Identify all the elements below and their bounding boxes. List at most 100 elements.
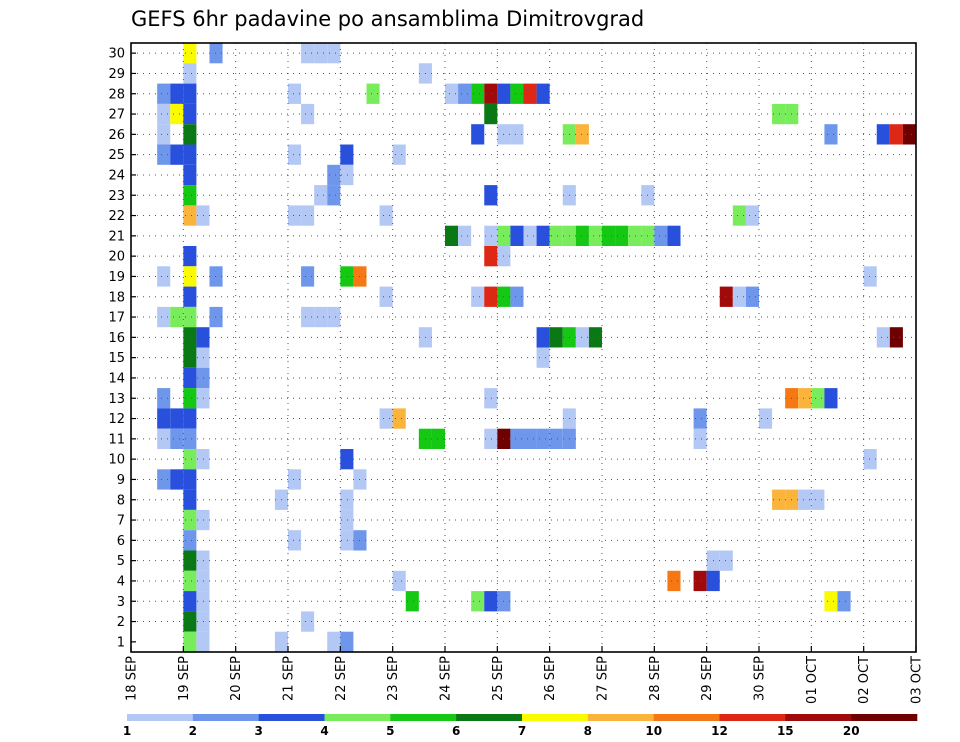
heatmap-cell <box>196 327 210 348</box>
heatmap-cell <box>157 144 171 165</box>
heatmap-cell <box>693 408 707 429</box>
heatmap-cell <box>484 83 498 104</box>
y-tick-label: 6 <box>117 534 125 549</box>
heatmap-cell <box>471 286 485 307</box>
heatmap-cell <box>196 205 210 226</box>
heatmap-cell <box>484 225 498 246</box>
plot-frame <box>130 42 917 653</box>
heatmap-cell <box>340 509 354 531</box>
heatmap-cell <box>209 43 223 64</box>
heatmap-cell <box>575 225 589 246</box>
heatmap-cell <box>536 428 550 449</box>
y-tick-label: 26 <box>108 128 125 143</box>
x-tick-label: 20 SEP <box>229 656 244 701</box>
heatmap-cell <box>392 408 406 429</box>
y-tick-label: 13 <box>108 392 125 407</box>
heatmap-cell <box>327 631 341 652</box>
heatmap-cell <box>732 286 746 307</box>
x-axis: 18 SEP 19 SEP 20 SEP 21 SEP 22 SEP 23 SEP 24 S… <box>125 646 925 704</box>
y-tick-label: 14 <box>108 371 125 386</box>
heatmap-cell <box>183 327 197 348</box>
heatmap-cell <box>183 550 197 571</box>
heatmap-cell <box>575 327 589 348</box>
heatmap-cell <box>379 286 393 307</box>
heatmap-cell <box>196 388 210 409</box>
heatmap-cell <box>719 286 733 307</box>
heatmap-cell <box>183 591 197 612</box>
heatmap-cell <box>824 388 838 409</box>
y-tick-label: 8 <box>117 493 125 508</box>
heatmap-cell <box>667 570 681 592</box>
heatmap-cell <box>183 83 197 104</box>
heatmap-cell <box>732 205 746 226</box>
heatmap-cell <box>837 591 851 612</box>
heatmap-cell <box>719 550 733 571</box>
heatmap-cell <box>340 489 354 510</box>
heatmap-cell <box>824 591 838 612</box>
heatmap-cell <box>392 144 406 165</box>
heatmap-cell <box>288 83 302 104</box>
heatmap-cell <box>209 266 223 287</box>
colorbar-swatch <box>127 714 194 721</box>
heatmap-cell <box>536 225 550 246</box>
heatmap-cell <box>405 591 419 612</box>
heatmap-cell <box>798 388 812 409</box>
y-tick-label: 12 <box>108 412 125 427</box>
x-tick-label: 21 SEP <box>282 656 297 701</box>
x-tick-label: 25 SEP <box>491 656 506 701</box>
heatmap-cell <box>510 286 524 307</box>
heatmap-cell <box>484 103 498 125</box>
heatmap-cells <box>157 43 916 652</box>
heatmap-cell <box>471 83 485 104</box>
heatmap-cell <box>549 428 563 449</box>
heatmap-cell <box>340 530 354 551</box>
heatmap-cell <box>196 367 210 389</box>
heatmap-cell <box>301 43 315 64</box>
y-tick-label: 9 <box>117 473 125 488</box>
y-tick-label: 30 <box>108 47 125 62</box>
heatmap-cell <box>536 83 550 104</box>
heatmap-cell <box>183 103 197 125</box>
heatmap-cell <box>288 205 302 226</box>
heatmap-cell <box>170 428 184 449</box>
heatmap-cell <box>157 83 171 104</box>
y-tick-label: 18 <box>108 290 125 305</box>
x-tick-label: 18 SEP <box>125 656 140 701</box>
heatmap-cell <box>536 327 550 348</box>
x-tick-label: 26 SEP <box>543 656 558 701</box>
heatmap-cell <box>876 327 890 348</box>
heatmap-cell <box>183 347 197 368</box>
heatmap-cell <box>340 631 354 652</box>
heatmap-cell <box>301 205 315 226</box>
heatmap-cell <box>157 266 171 287</box>
heatmap-cell <box>183 205 197 226</box>
heatmap-cell <box>575 124 589 145</box>
heatmap-cell <box>327 185 341 206</box>
heatmap-cell <box>510 225 524 246</box>
x-tick-label: 24 SEP <box>439 656 454 701</box>
heatmap-cell <box>183 428 197 449</box>
heatmap-cell <box>615 225 629 246</box>
heatmap-cell <box>288 530 302 551</box>
heatmap-cell <box>340 449 354 470</box>
y-tick-label: 16 <box>108 331 125 346</box>
heatmap-cell <box>183 408 197 429</box>
heatmap-cell <box>157 428 171 449</box>
heatmap-cell <box>824 124 838 145</box>
heatmap-cell <box>183 286 197 307</box>
colorbar-label: 10 <box>645 724 662 738</box>
heatmap-cell <box>196 550 210 571</box>
y-tick-label: 29 <box>108 67 125 82</box>
heatmap-cell <box>314 185 328 206</box>
heatmap-cell <box>274 631 288 652</box>
y-tick-label: 4 <box>117 574 125 589</box>
grid-lines <box>131 43 916 652</box>
x-tick-label: 02 OCT <box>857 656 872 704</box>
heatmap-cell <box>471 591 485 612</box>
heatmap-cell <box>588 327 602 348</box>
colorbar-swatch <box>851 714 918 721</box>
y-tick-label: 3 <box>117 595 125 610</box>
heatmap-cell <box>183 266 197 287</box>
colorbar-swatch <box>653 714 720 721</box>
